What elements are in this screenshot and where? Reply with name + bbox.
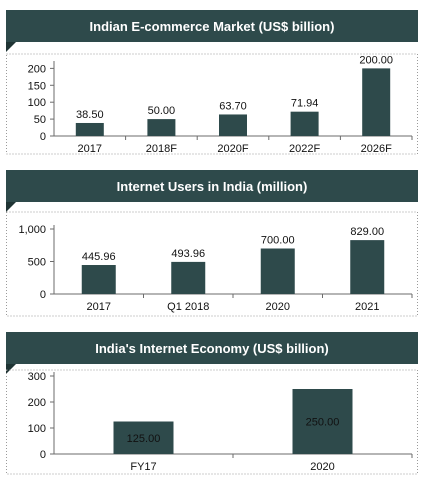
chart-frame (6, 369, 418, 475)
bar (113, 421, 174, 454)
bar (75, 122, 104, 136)
data-label: 50.00 (148, 105, 176, 117)
data-label: 125.00 (127, 433, 161, 445)
x-tick-label: 2020 (266, 301, 290, 313)
data-label: 250.00 (306, 417, 340, 429)
y-tick-label: 500 (28, 257, 46, 269)
x-tick-label: 2020F (217, 143, 248, 155)
bar (350, 240, 385, 294)
bar (147, 119, 176, 136)
x-tick-label: 2017 (78, 143, 102, 155)
bar (219, 114, 247, 136)
data-label: 63.70 (219, 100, 247, 112)
chart-panel-internet-economy: India's Internet Economy (US$ billion) 0… (6, 332, 418, 477)
chart-panel-ecommerce: Indian E-commerce Market (US$ billion) 0… (6, 10, 418, 160)
banner-fold (6, 202, 16, 212)
y-tick-label: 0 (40, 449, 46, 461)
x-tick-label: 2017 (87, 301, 111, 313)
chart-frame (6, 211, 418, 317)
chart-frame (6, 53, 418, 155)
chart-plot: 0 500 1,000 2017 445.96 Q1 2018 493.96 2020 700.… (6, 211, 418, 317)
bar (362, 68, 391, 136)
x-tick-label: Q1 2018 (167, 301, 209, 313)
bar (81, 265, 116, 294)
chart-plot: 0 50 100 150 200 2017 38.50 2018F 50.00 2020F 63.7… (6, 53, 418, 155)
x-tick-label: 2021 (355, 301, 379, 313)
bar (292, 389, 353, 454)
y-tick-label: 150 (28, 80, 46, 92)
data-label: 71.94 (291, 98, 319, 110)
banner-fold (6, 364, 16, 374)
y-tick-label: 300 (28, 371, 46, 383)
banner-fold (6, 42, 16, 52)
x-tick-label: 2026F (361, 143, 392, 155)
y-tick-label: 200 (28, 63, 46, 75)
chart-plot: 0 100 200 300 FY17 125.00 2020 250.00 (6, 369, 418, 475)
x-tick-label: 2018F (146, 143, 177, 155)
x-tick-label: 2022F (289, 143, 320, 155)
chart-title: India's Internet Economy (US$ billion) (6, 332, 418, 364)
bar (260, 248, 295, 294)
data-label: 445.96 (82, 251, 116, 263)
y-tick-label: 100 (28, 423, 46, 435)
data-label: 700.00 (261, 235, 295, 247)
y-tick-label: 50 (34, 114, 46, 126)
data-label: 493.96 (171, 248, 205, 260)
y-tick-label: 0 (40, 131, 46, 143)
data-label: 829.00 (350, 226, 384, 238)
chart-title: Internet Users in India (million) (6, 170, 418, 202)
x-tick-label: 2020 (310, 461, 334, 473)
bar (290, 111, 319, 136)
y-tick-label: 1,000 (18, 224, 46, 236)
y-tick-label: 100 (28, 97, 46, 109)
y-tick-label: 0 (40, 289, 46, 301)
data-label: 38.50 (76, 109, 104, 121)
x-tick-label: FY17 (130, 461, 156, 473)
y-tick-label: 200 (28, 397, 46, 409)
bar (171, 261, 206, 294)
chart-panel-internet-users: Internet Users in India (million) 0 500 1,… (6, 170, 418, 320)
data-label: 200.00 (359, 54, 393, 66)
chart-title: Indian E-commerce Market (US$ billion) (6, 10, 418, 42)
